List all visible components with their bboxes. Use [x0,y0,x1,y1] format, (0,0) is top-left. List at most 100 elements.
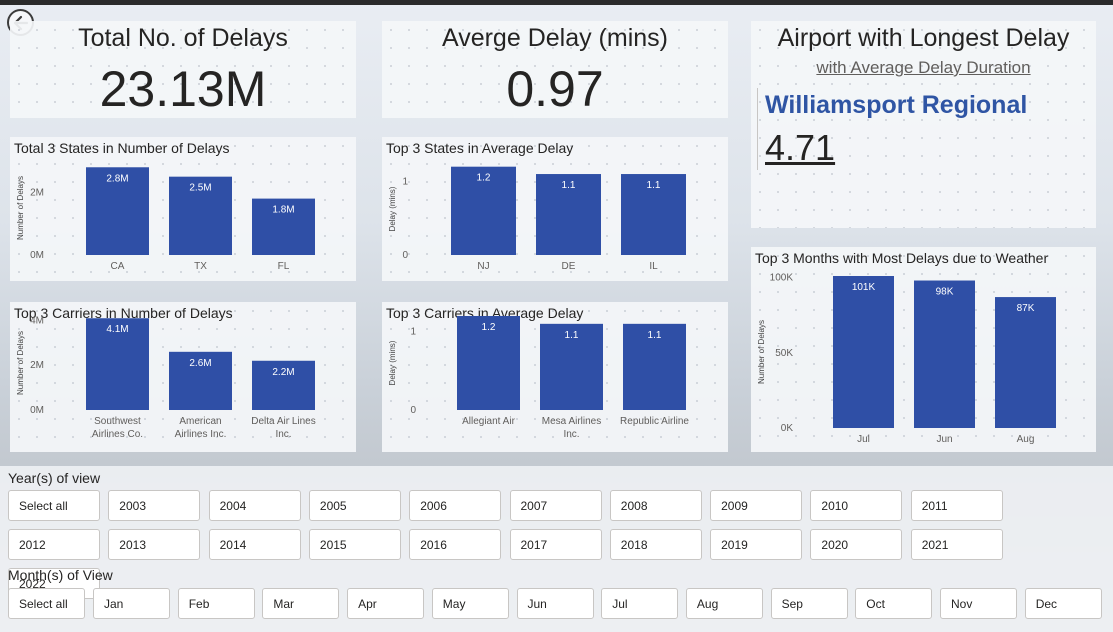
bar-data-label: 98K [936,287,954,298]
bar [621,174,686,255]
chart-carriers-count: Number of Delays 0M 2M 4M 4.1M Southwest Airli… [16,315,316,440]
bar-data-label: 2.2M [272,367,294,378]
slicer-option[interactable]: 2007 [509,490,602,521]
kpi-card-average-delay: Averge Delay (mins) 0.97 [382,21,728,118]
slicer-option[interactable]: Aug [685,588,763,619]
bar [833,276,894,428]
x-category-label: Inc. [275,429,291,440]
slicer-option[interactable]: 2003 [108,490,201,521]
x-category-label: Airlines Inc. [175,429,227,440]
bar-data-label: 2.6M [189,358,211,369]
bar-data-label: 87K [1017,303,1035,314]
x-category-label: Inc. [563,429,579,440]
bar [451,166,516,255]
slicer-option[interactable]: Dec [1024,588,1102,619]
airport-card-title: Airport with Longest Delay [777,24,1070,52]
slicer-option[interactable]: Oct [855,588,933,619]
chart-card-carriers-avg: Top 3 Carriers in Average Delay Delay (m… [382,302,728,452]
bar [457,316,520,410]
divider [757,88,758,170]
airport-delay-value: 4.71 [765,127,836,168]
slicer-option[interactable]: Sep [770,588,848,619]
slicer-option[interactable]: Nov [940,588,1017,619]
slicer-option[interactable]: 2019 [710,529,803,560]
y-axis-title: Delay (mins) [388,186,397,231]
chart-card-weather-months: Top 3 Months with Most Delays due to Wea… [751,247,1096,452]
airport-card-subtitle: with Average Delay Duration [816,58,1031,77]
slicer-option[interactable]: 2004 [208,490,301,521]
y-tick-label: 0 [402,250,408,261]
bar [252,360,315,410]
chart-states-avg: Delay (mins) 0 1 1.2 NJ 1.1 DE 1.1 IL [388,166,686,272]
bar [536,174,601,255]
x-category-label: FL [278,261,290,272]
x-category-label: Republic Airline [620,416,689,427]
y-tick-label: 2M [30,360,44,371]
bar [86,167,149,255]
bar [540,323,603,410]
slicer-option[interactable]: 2020 [810,529,903,560]
chart-title: Top 3 States in Average Delay [386,140,574,156]
slicer-option[interactable]: 2009 [710,490,803,521]
y-tick-label: 50K [775,348,793,359]
bar-data-label: 1.1 [648,330,662,341]
slicer-option[interactable]: Apr [347,588,425,619]
chart-card-states-count: Total 3 States in Number of Delays Numbe… [10,137,356,281]
x-category-label: Jul [857,434,870,445]
y-tick-label: 0M [30,405,44,416]
bar-data-label: 2.5M [189,183,211,194]
slicer-option[interactable]: 2010 [810,490,903,521]
x-category-label: TX [194,261,207,272]
bar-data-label: 1.2 [482,322,496,333]
slicer-option[interactable]: May [431,588,509,619]
bar [914,280,975,428]
x-category-label: Airlines Co. [92,429,143,440]
slicer-option[interactable]: 2012 [8,529,100,560]
slicer-option[interactable]: Mar [262,588,340,619]
bar-data-label: 101K [852,282,876,293]
chart-card-states-avg: Top 3 States in Average Delay Delay (min… [382,137,728,281]
x-category-label: Allegiant Air [462,416,515,427]
x-category-label: CA [111,261,125,272]
y-tick-label: 0M [30,250,44,261]
y-tick-label: 100K [770,273,794,284]
select-all-option[interactable]: Select all [8,588,85,619]
y-tick-label: 1 [410,327,416,338]
slicer-option[interactable]: 2008 [609,490,702,521]
slicer-option[interactable]: 2005 [308,490,401,521]
slicer-option[interactable]: 2015 [308,529,401,560]
slicer-option[interactable]: 2013 [108,529,201,560]
kpi-card-total-delays: Total No. of Delays 23.13M [10,21,356,118]
bar-data-label: 1.8M [272,205,294,216]
chart-title: Top 3 Months with Most Delays due to Wea… [755,250,1049,266]
slicer-option[interactable]: 2014 [208,529,301,560]
slicer-option[interactable]: Feb [177,588,255,619]
y-axis-title: Number of Delays [757,320,766,384]
kpi-value: 0.97 [506,61,604,117]
y-axis-title: Number of Delays [16,176,25,240]
window-top-bar [0,0,1113,5]
slicer-option[interactable]: 2011 [910,490,1003,521]
bar-data-label: 2.8M [106,173,128,184]
bar-data-label: 1.2 [477,173,491,184]
airport-longest-delay-card: Airport with Longest Delay with Average … [751,21,1096,228]
slicer-option[interactable]: 2021 [910,529,1003,560]
chart-title: Top 3 Carriers in Number of Delays [14,305,233,321]
slicer-option[interactable]: 2016 [409,529,502,560]
x-category-label: Delta Air Lines [251,416,315,427]
chart-title: Total 3 States in Number of Delays [14,140,230,156]
bar-data-label: 1.1 [647,180,661,191]
x-category-label: American [179,416,221,427]
bar [86,318,149,410]
x-category-label: Mesa Airlines [542,416,601,427]
slicer-option[interactable]: Jan [93,588,170,619]
slicer-option[interactable]: Jun [516,588,594,619]
y-axis-title: Delay (mins) [388,340,397,385]
chart-card-carriers-count: Top 3 Carriers in Number of Delays Numbe… [10,302,356,452]
slicer-option[interactable]: Jul [601,588,679,619]
slicer-option[interactable]: 2018 [609,529,702,560]
select-all-option[interactable]: Select all [8,490,100,521]
slicer-option[interactable]: 2017 [509,529,602,560]
slicer-option[interactable]: 2006 [409,490,502,521]
bar [252,198,315,255]
